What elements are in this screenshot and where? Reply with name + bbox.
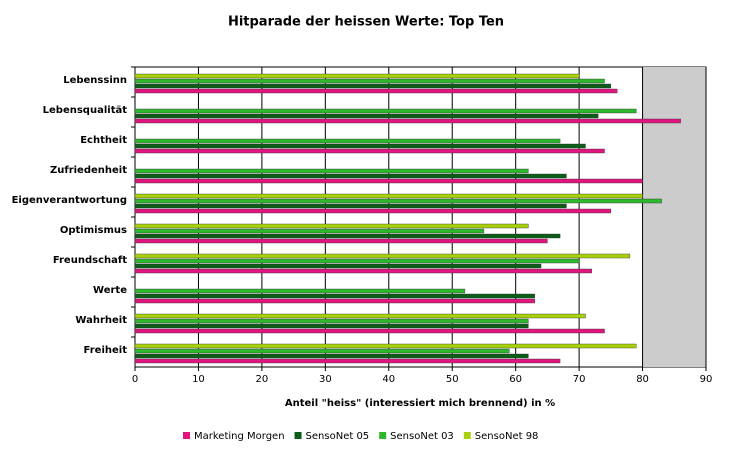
x-tick-label: 70 (573, 374, 586, 385)
x-tick-label: 30 (319, 374, 332, 385)
chart-title: Hitparade der heissen Werte: Top Ten (228, 15, 504, 30)
legend-swatch (463, 432, 471, 439)
bar (134, 258, 580, 264)
bar (134, 118, 681, 124)
bar (134, 318, 529, 324)
legend-label: SensoNet 98 (475, 431, 539, 442)
bar (134, 88, 618, 94)
bar (134, 348, 510, 354)
legend-swatch (183, 432, 190, 439)
bar (134, 313, 586, 319)
bar (134, 323, 529, 329)
bar (134, 198, 662, 204)
bar (134, 208, 612, 214)
legend-swatch (294, 432, 302, 439)
y-tick-label: Echtheit (80, 135, 127, 146)
bar (134, 113, 599, 119)
y-tick-label: Optimismus (60, 225, 127, 236)
legend-label: SensoNet 05 (306, 431, 370, 442)
bar (134, 138, 561, 144)
x-tick-label: 0 (132, 374, 138, 385)
bar (134, 343, 637, 349)
bar (134, 108, 637, 114)
x-tick-label: 90 (700, 374, 713, 385)
bar (134, 143, 586, 149)
bar (134, 193, 643, 199)
bar (134, 223, 529, 229)
bar (134, 228, 485, 234)
bar (134, 203, 567, 209)
bar (134, 353, 529, 359)
bar (134, 83, 612, 89)
y-tick-label: Lebenssinn (63, 75, 127, 86)
bar (134, 268, 592, 274)
bar (134, 238, 548, 244)
x-tick-label: 80 (636, 374, 649, 385)
y-tick-label: Wahrheit (75, 315, 127, 326)
y-tick-label: Zufriedenheit (50, 165, 127, 176)
bar (134, 148, 605, 154)
x-tick-label: 20 (256, 374, 269, 385)
y-tick-label: Lebensqualität (43, 105, 128, 116)
bar (134, 78, 605, 84)
x-tick-label: 10 (192, 374, 205, 385)
plot-shade (642, 67, 706, 367)
y-tick-label: Freiheit (84, 345, 128, 356)
bar (134, 233, 561, 239)
bar (134, 328, 605, 334)
bar (134, 263, 542, 269)
x-tick-label: 60 (509, 374, 522, 385)
legend-label: Marketing Morgen (194, 431, 285, 442)
bar (134, 298, 535, 304)
bar (134, 253, 631, 259)
bar (134, 73, 580, 79)
legend-swatch (379, 432, 387, 439)
bar (134, 358, 561, 364)
bar (134, 288, 466, 294)
y-tick-label: Eigenverantwortung (12, 195, 127, 206)
y-tick-label: Freundschaft (53, 255, 127, 266)
x-tick-label: 50 (446, 374, 459, 385)
bar (134, 173, 567, 179)
legend-label: SensoNet 03 (390, 431, 454, 442)
y-tick-label: Werte (93, 285, 127, 296)
bar (134, 168, 529, 174)
bar (134, 293, 535, 299)
bar (134, 178, 643, 184)
x-axis-label: Anteil "heiss" (interessiert mich brenne… (285, 398, 555, 409)
x-tick-label: 40 (382, 374, 395, 385)
